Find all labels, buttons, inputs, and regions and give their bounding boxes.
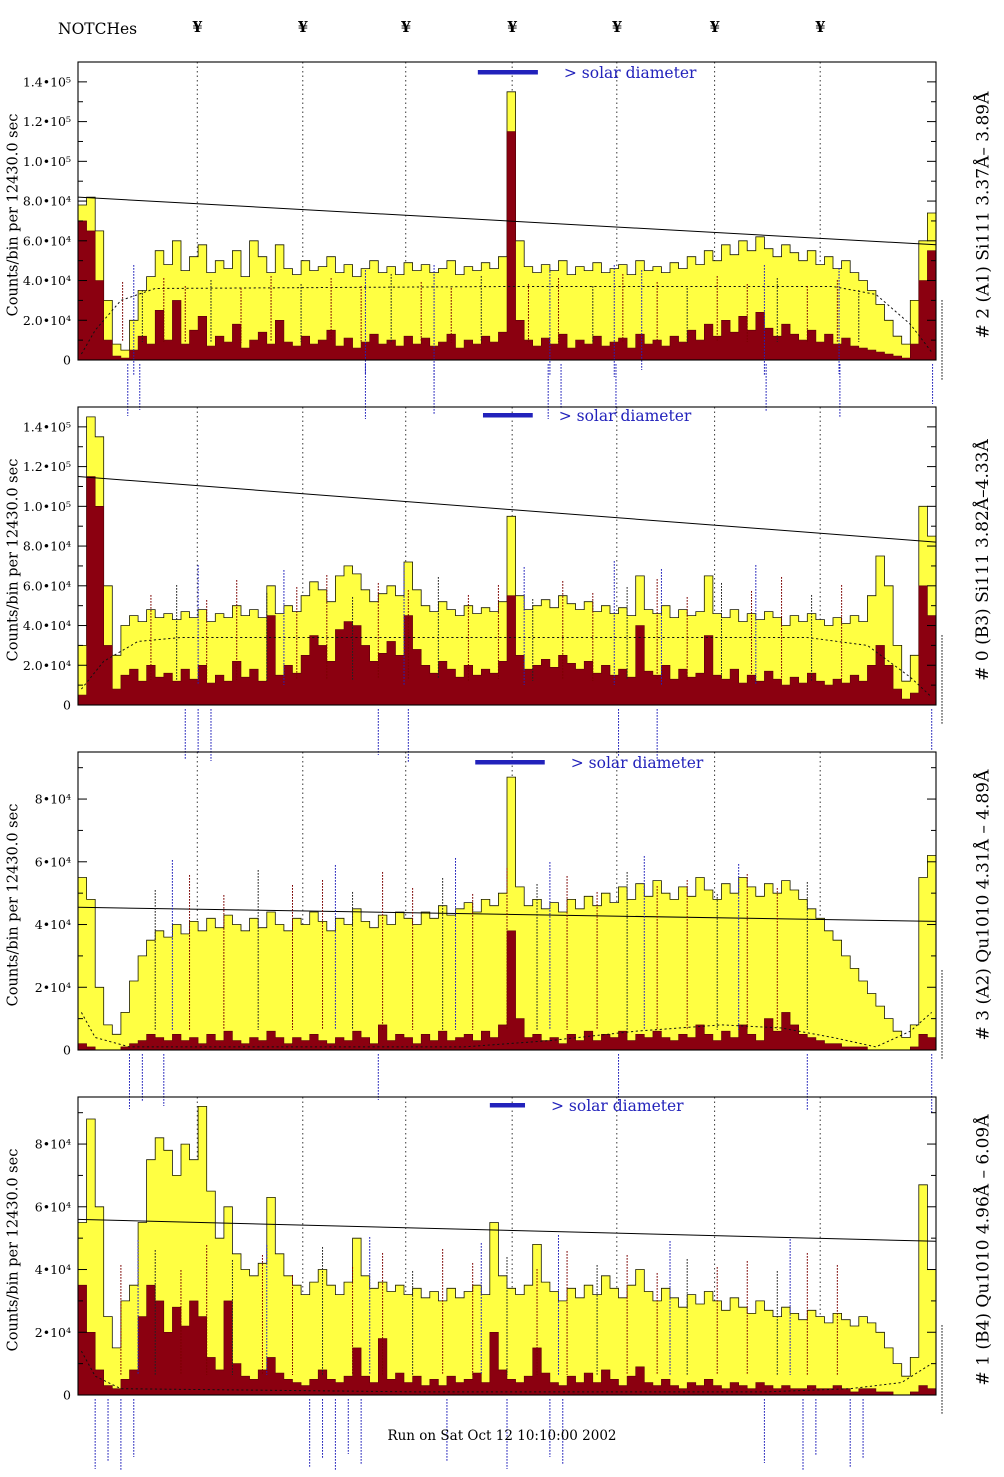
dotted-guide-line	[80, 1012, 933, 1048]
notches-label: NOTCHes	[58, 20, 138, 38]
run-timestamp: Run on Sat Oct 12 10:10:00 2002	[387, 1428, 617, 1444]
chart-si111-a1: > solar diameter 0 2.0•10⁴ 4.0•10⁴ 6.0•10⁴ 8.…	[23, 61, 943, 419]
notch-marker: ¥	[507, 18, 518, 36]
panel-si111-b3: Counts/bin per 12430.0 sec > solar diame…	[0, 395, 1004, 763]
panel-si111-a1: Counts/bin per 12430.0 sec > solar diame…	[0, 50, 1004, 419]
y-tick-label: 6.0•10⁴	[23, 233, 71, 248]
notch-marker: ¥	[297, 18, 309, 36]
notch-marker: ¥	[709, 18, 721, 36]
y-tick-label: 8•10⁴	[35, 1137, 71, 1152]
dotted-guide-line	[80, 286, 933, 355]
solar-diameter-bar	[482, 413, 533, 418]
y-tick-label: 1.0•10⁵	[23, 154, 71, 169]
histogram-overlay	[77, 930, 937, 1051]
notches-header: NOTCHes ¥ ¥ ¥ ¥ ¥ ¥ ¥	[0, 18, 1004, 44]
y-tick-label: 2.0•10⁴	[23, 313, 71, 328]
solar-diameter-label: > solar diameter	[571, 754, 704, 772]
y-tick-label: 0	[63, 1043, 71, 1058]
panel-right-label-text: # 0 (B3) Si111 3.82Å–4.33Å	[973, 439, 994, 681]
y-tick-label: 1.4•10⁵	[23, 419, 71, 434]
plot-frame	[77, 1096, 937, 1396]
notch-marker: ¥	[400, 18, 412, 36]
y-tick-label: 6•10⁴	[35, 1199, 71, 1214]
panel-right-label-text: # 2 (A1) Si111 3.37Å– 3.89Å	[973, 91, 994, 339]
panel-right-label: # 2 (A1) Si111 3.37Å– 3.89Å	[962, 50, 1004, 380]
y-tick-label: 1.2•10⁵	[23, 459, 71, 474]
y-tick-label: 6.0•10⁴	[23, 578, 71, 593]
solar-diameter-label: > solar diameter	[559, 407, 692, 425]
chart-qu1010-a2: > solar diameter 0 2•10⁴ 4•10⁴ 6•10⁴ 8•10⁴	[35, 751, 943, 1114]
trend-line	[77, 1218, 937, 1242]
panel-qu1010-b4: Counts/bin per 12430.0 sec > solar diame…	[0, 1085, 1004, 1471]
notch-marker: ¥	[815, 18, 826, 36]
notch-marker: ¥	[611, 18, 623, 36]
plot-frame	[77, 61, 937, 361]
panel-right-label-text: # 3 (A2) Qu1010 4.31Å – 4.89Å	[973, 769, 993, 1041]
plot-frame	[77, 751, 937, 1051]
panel-right-label: # 3 (A2) Qu1010 4.31Å – 4.89Å	[962, 740, 1004, 1070]
y-tick-label: 2•10⁴	[35, 1325, 71, 1340]
y-tick-label: 0	[63, 1388, 71, 1403]
chart-si111-b3: > solar diameter 0 2.0•10⁴ 4.0•10⁴ 6.0•10⁴ 8.…	[23, 406, 943, 763]
y-tick-label: 4•10⁴	[35, 917, 71, 932]
y-tick-label: 4.0•10⁴	[23, 273, 71, 288]
y-tick-label: 8.0•10⁴	[23, 539, 71, 554]
y-tick-label: 0	[63, 353, 71, 368]
solar-diameter-bar	[475, 760, 545, 765]
y-tick-label: 8•10⁴	[35, 792, 71, 807]
panel-right-label: # 1 (B4) Qu1010 4.96Å – 6.09Å	[962, 1085, 1004, 1415]
histogram-total	[77, 416, 937, 706]
trend-line	[77, 196, 937, 246]
dotted-guide-line	[81, 637, 933, 698]
y-tick-label: 1.0•10⁵	[23, 499, 71, 514]
y-tick-label: 0	[63, 698, 71, 713]
histogram-overlay	[77, 131, 937, 361]
y-tick-label: 2•10⁴	[35, 980, 71, 995]
histogram-overlay	[77, 476, 937, 706]
solar-diameter-label: > solar diameter	[551, 1097, 684, 1115]
y-tick-label: 4•10⁴	[35, 1262, 71, 1277]
histogram-overlay	[77, 1284, 937, 1396]
notch-marker: ¥	[192, 18, 203, 36]
solar-diameter-label: > solar diameter	[564, 64, 697, 82]
y-tick-label: 6•10⁴	[35, 854, 71, 869]
y-tick-label: 1.4•10⁵	[23, 74, 71, 89]
y-tick-label: 4.0•10⁴	[23, 618, 71, 633]
dotted-guide-line	[80, 1350, 932, 1393]
chart-qu1010-b4: > solar diameter 0 2•10⁴ 4•10⁴ 6•10⁴ 8•10⁴	[35, 1096, 943, 1471]
panel-qu1010-a2: Counts/bin per 12430.0 sec > solar diame…	[0, 740, 1004, 1114]
solar-diameter-bar	[489, 1103, 526, 1108]
solar-diameter-bar	[477, 70, 538, 75]
panel-right-label: # 0 (B3) Si111 3.82Å–4.33Å	[962, 395, 1004, 725]
y-tick-label: 8.0•10⁴	[23, 194, 71, 209]
panel-right-label-text: # 1 (B4) Qu1010 4.96Å – 6.09Å	[973, 1114, 993, 1386]
y-tick-label: 2.0•10⁴	[23, 658, 71, 673]
plot-frame	[77, 406, 937, 706]
y-tick-label: 1.2•10⁵	[23, 114, 71, 129]
trend-line	[77, 476, 937, 543]
